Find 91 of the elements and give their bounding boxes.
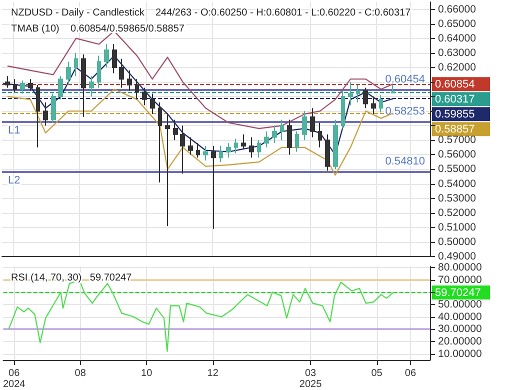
x-tick-label: 06 2024: [3, 368, 26, 390]
candlestick: [318, 122, 322, 148]
candlestick: [287, 119, 292, 156]
candlestick: [219, 145, 223, 162]
y-tick-label: 10.00000: [438, 348, 482, 360]
y-tick-label: 0.56000: [438, 148, 476, 161]
text: NZDUSD - Daily - Candlestick 244/263 - O:0.60250 - H:0.60801 - L:0.60220 - C:0.60317: [11, 8, 412, 18]
y-tick-label: 0.51000: [438, 221, 476, 234]
ref-line-label: 0.54810: [385, 156, 425, 168]
ref-line-label: 0.58857: [435, 124, 475, 136]
candlestick: [196, 142, 200, 158]
candlestick: [28, 78, 33, 92]
y-tick-label: 80.00000: [438, 261, 482, 274]
candlestick: [391, 84, 395, 94]
candlestick: [188, 136, 193, 156]
text: RSI (14, 70, 30) 59.70247: [11, 272, 132, 284]
candlestick: [89, 76, 94, 98]
y-tick-label: 0.50000: [438, 236, 476, 248]
ref-line-label: 59.70247: [435, 287, 481, 300]
candlestick: [142, 87, 147, 106]
candlestick: [341, 90, 345, 130]
candlestick: [165, 113, 170, 226]
y-tick-label: 0.62000: [438, 61, 476, 74]
ref-line-label: 0.60317: [435, 94, 475, 106]
ref-line-label: 0.60454: [385, 73, 425, 86]
x-tick-label: 03 2025: [299, 368, 322, 390]
y-tick-label: 30.00000: [438, 323, 482, 336]
candlestick: [249, 136, 254, 158]
candlestick: [333, 119, 338, 170]
x-tick-label: 12: [207, 368, 219, 379]
y-tick-label: 0.53000: [438, 192, 476, 204]
candlestick: [158, 102, 162, 183]
candlestick: [280, 119, 284, 141]
candlestick: [371, 96, 376, 114]
candlestick: [13, 78, 17, 93]
candlestick: [127, 70, 132, 92]
y-tick-label: 0.66000: [438, 3, 476, 16]
candlestick: [5, 76, 10, 88]
candlestick: [325, 134, 330, 172]
candlestick: [272, 125, 277, 144]
candlestick: [348, 81, 353, 106]
y-tick-label: 0.49000: [438, 250, 476, 262]
candlestick: [295, 130, 299, 152]
x-tick-label: 05: [371, 368, 383, 379]
ref-line-label: 0.59855: [435, 108, 475, 121]
candlestick: [302, 110, 307, 141]
ref-line-label: 0.60854: [435, 78, 475, 91]
candlestick: [104, 44, 109, 68]
candlestick: [58, 76, 63, 100]
candlestick: [112, 44, 117, 74]
x-tick-label: 08: [74, 368, 86, 379]
candlestick: [150, 93, 155, 114]
candlestick: [51, 93, 56, 124]
candlestick: [97, 55, 101, 88]
candlestick: [234, 138, 238, 154]
candlestick: [264, 130, 269, 148]
y-tick-label: 0.63000: [438, 46, 476, 59]
candlestick: [379, 94, 383, 114]
y-tick-label: 0.64000: [438, 32, 476, 44]
candlestick: [81, 54, 86, 118]
y-tick-label: 50.00000: [438, 298, 482, 310]
candlestick: [241, 134, 246, 150]
y-tick-label: 0.57000: [438, 134, 476, 146]
candlestick: [20, 80, 25, 94]
candlestick: [119, 58, 124, 88]
y-tick-label: 0.54000: [438, 178, 476, 190]
x-tick-label: 10: [141, 368, 153, 379]
annotation: L1: [8, 124, 20, 136]
candlestick: [66, 61, 71, 86]
candlestick: [43, 102, 48, 126]
candlestick: [226, 142, 231, 158]
x-tick-label: 06: [404, 368, 416, 379]
candlestick: [173, 119, 178, 141]
candlestick: [74, 52, 78, 77]
y-tick-label: 20.00000: [438, 335, 482, 348]
candlestick: [356, 84, 360, 103]
y-tick-label: 70.00000: [438, 274, 482, 286]
candlestick: [203, 145, 208, 162]
candlestick: [180, 125, 185, 174]
candlestick: [363, 87, 368, 109]
candlestick: [257, 140, 261, 158]
y-tick-label: 0.55000: [438, 163, 476, 176]
candlestick: [36, 84, 40, 148]
y-tick-label: 0.65000: [438, 18, 476, 30]
candlestick: [135, 78, 139, 100]
text: TMAB (10) 0.60854/0.59865/0.58857: [11, 24, 185, 34]
annotation: L2: [8, 174, 20, 187]
y-tick-label: 40.00000: [438, 310, 482, 323]
candlestick: [310, 108, 315, 138]
y-tick-label: 0.52000: [438, 206, 476, 219]
candlestick: [211, 145, 216, 230]
